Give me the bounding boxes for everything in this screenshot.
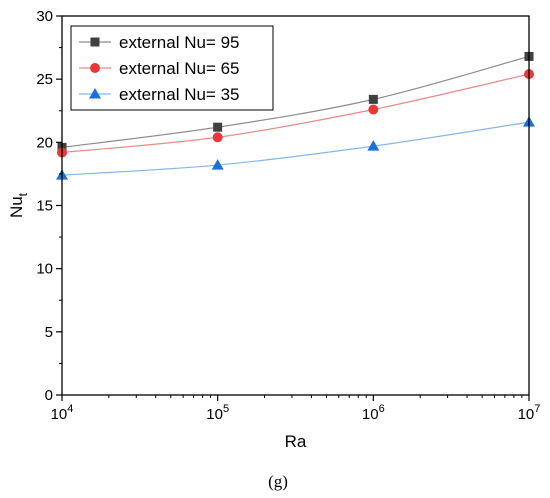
x-tick-label: 105: [206, 403, 229, 423]
y-tick-label: 30: [36, 8, 53, 25]
x-tick-label: 107: [518, 403, 541, 423]
legend-label: external Nu= 95: [119, 33, 240, 52]
figure-caption: (g): [268, 472, 288, 491]
y-axis-title-main: Nu: [7, 196, 26, 218]
legend-marker: [90, 63, 100, 73]
legend-label: external Nu= 35: [119, 85, 240, 104]
x-tick-label: 104: [51, 403, 74, 423]
series-line-3: [61, 121, 530, 176]
series-line-2: [61, 73, 530, 154]
x-axis-ticks: 104 105 106 107: [51, 395, 541, 423]
y-tick-label: 0: [45, 387, 53, 404]
data-point-series-2: [368, 104, 379, 115]
data-point-series-3: [211, 159, 224, 170]
data-point-series-1: [368, 94, 378, 104]
y-axis-title: Nut: [7, 192, 30, 218]
legend-label: external Nu= 65: [119, 59, 240, 78]
x-tick-label: 106: [362, 403, 385, 423]
data-point-series-1: [213, 122, 223, 132]
data-point-series-2: [212, 132, 223, 143]
legend: external Nu= 95 external Nu= 65 external N…: [70, 25, 274, 111]
legend-marker: [89, 88, 101, 99]
y-axis-title-sub: t: [16, 192, 30, 196]
plot-lines: [61, 55, 530, 176]
y-tick-label: 15: [36, 198, 53, 215]
y-tick-label: 25: [36, 71, 53, 88]
x-axis-title: Ra: [285, 432, 307, 451]
y-tick-label: 10: [36, 261, 53, 278]
y-axis-ticks: 0 5 10 15 20 25 30: [36, 8, 62, 404]
y-tick-label: 20: [36, 134, 53, 151]
data-point-series-3: [367, 140, 380, 151]
legend-marker: [90, 37, 100, 47]
y-tick-label: 5: [45, 324, 53, 341]
series-line-1: [61, 55, 530, 148]
